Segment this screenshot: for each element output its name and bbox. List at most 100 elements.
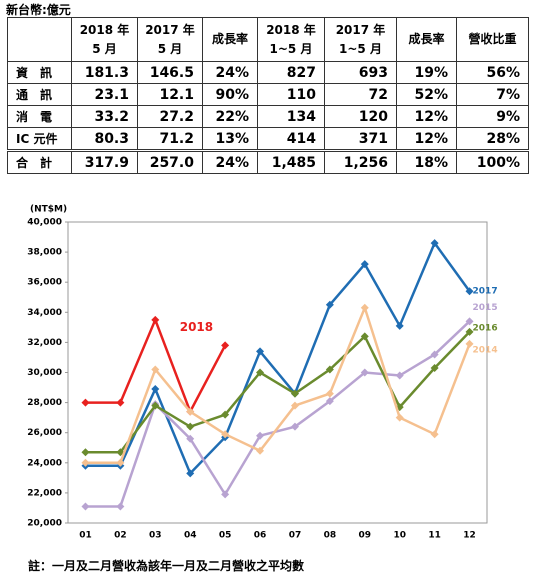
y-axis-label: (NT$M) bbox=[30, 205, 67, 215]
table-cell: 414 bbox=[257, 127, 325, 151]
table-cell: 100% bbox=[456, 149, 529, 174]
point bbox=[256, 368, 265, 377]
table-cell: 19% bbox=[396, 61, 457, 84]
table-row: 合 計 317.9 257.0 24% 1,485 1,256 18% 100% bbox=[7, 149, 529, 174]
table-row: 2018 年 5 月 2017 年 5 月成長率 2018 年 1~5 月 2017 … bbox=[7, 17, 529, 62]
table-cell: 56% bbox=[456, 61, 529, 84]
series-line bbox=[85, 304, 471, 465]
point bbox=[465, 317, 474, 326]
point bbox=[116, 458, 125, 467]
table-cell: 317.9 bbox=[71, 149, 138, 174]
point bbox=[81, 458, 90, 467]
table-cell: 12% bbox=[396, 105, 457, 128]
table-cell: 52% bbox=[396, 83, 457, 106]
point bbox=[81, 502, 90, 511]
table-cell: 24% bbox=[202, 61, 258, 84]
point bbox=[221, 430, 230, 439]
point bbox=[290, 422, 299, 431]
table-cell: 2018 年 5 月 bbox=[71, 17, 138, 62]
point bbox=[290, 401, 299, 410]
y-tick-label: 34,000 bbox=[27, 308, 62, 318]
x-tick-label: 01 bbox=[79, 531, 92, 541]
point bbox=[325, 389, 334, 398]
table-cell: 12% bbox=[396, 127, 457, 151]
point bbox=[151, 385, 160, 394]
point bbox=[395, 413, 404, 422]
y-tick-label: 40,000 bbox=[27, 218, 62, 228]
table-cell: 消 電 bbox=[7, 105, 72, 128]
table-cell: 營收比重 bbox=[456, 17, 529, 62]
point bbox=[325, 397, 334, 406]
x-tick-label: 11 bbox=[428, 531, 441, 541]
series-line bbox=[85, 240, 471, 476]
y-tick-label: 36,000 bbox=[27, 278, 62, 288]
chart: (NT$M) 20,000 22,000 24,000 26,000 28,000 30,… bbox=[27, 205, 498, 541]
point bbox=[186, 469, 195, 478]
y-tick-label: 28,000 bbox=[27, 398, 62, 408]
table-cell: 27.2 bbox=[137, 105, 203, 128]
table-cell: 9% bbox=[456, 105, 529, 128]
table-cell: 693 bbox=[324, 61, 397, 84]
table-cell: 24% bbox=[202, 149, 258, 174]
table-cell: 110 bbox=[257, 83, 325, 106]
point bbox=[81, 398, 90, 407]
table-cell bbox=[7, 17, 72, 62]
point bbox=[360, 332, 369, 341]
series-label: 2017 bbox=[473, 287, 498, 297]
point bbox=[430, 239, 439, 248]
point bbox=[395, 371, 404, 380]
point bbox=[151, 401, 160, 410]
table-cell: 1,485 bbox=[257, 149, 325, 174]
point bbox=[256, 446, 265, 455]
table-cell: 71.2 bbox=[137, 127, 203, 151]
x-tick-label: 09 bbox=[359, 531, 372, 541]
point bbox=[465, 327, 474, 336]
table-cell: 827 bbox=[257, 61, 325, 84]
point bbox=[186, 422, 195, 431]
table-cell: 2018 年 1~5 月 bbox=[257, 17, 325, 62]
point bbox=[221, 410, 230, 419]
point bbox=[186, 407, 195, 416]
point bbox=[325, 300, 334, 309]
y-tick-label: 20,000 bbox=[27, 519, 62, 529]
series-label: 2016 bbox=[473, 323, 498, 333]
table-cell: 371 bbox=[324, 127, 397, 151]
table-cell: 28% bbox=[456, 127, 529, 151]
table-cell: 12.1 bbox=[137, 83, 203, 106]
table-cell: 72 bbox=[324, 83, 397, 106]
series-label: 2014 bbox=[473, 345, 498, 355]
table-cell: 資 訊 bbox=[7, 61, 72, 84]
x-tick-label: 04 bbox=[184, 531, 197, 541]
point bbox=[430, 430, 439, 439]
point bbox=[116, 502, 125, 511]
point bbox=[360, 303, 369, 312]
point bbox=[221, 490, 230, 499]
table-cell: 1,256 bbox=[324, 149, 397, 174]
table-cell: 134 bbox=[257, 105, 325, 128]
table-cell: 23.1 bbox=[71, 83, 138, 106]
point bbox=[360, 368, 369, 377]
y-tick-label: 30,000 bbox=[27, 368, 62, 378]
note: 註：一月及二月營收為該年一月及二月營收之平均數 bbox=[28, 559, 305, 573]
table-cell: 通 訊 bbox=[7, 83, 72, 106]
table-cell: 80.3 bbox=[71, 127, 138, 151]
table-cell: 13% bbox=[202, 127, 258, 151]
x-tick-label: 06 bbox=[254, 531, 267, 541]
table-cell: 成長率 bbox=[202, 17, 258, 62]
point bbox=[256, 431, 265, 440]
point bbox=[465, 287, 474, 296]
y-tick-label: 38,000 bbox=[27, 248, 62, 258]
series-label: 2015 bbox=[473, 303, 498, 313]
table-cell: 成長率 bbox=[396, 17, 457, 62]
point bbox=[395, 321, 404, 330]
point bbox=[186, 434, 195, 443]
table-cell: 90% bbox=[202, 83, 258, 106]
x-tick-label: 12 bbox=[463, 531, 476, 541]
point bbox=[325, 365, 334, 374]
point bbox=[81, 448, 90, 457]
point bbox=[116, 398, 125, 407]
point bbox=[430, 363, 439, 372]
table-cell: 120 bbox=[324, 105, 397, 128]
x-tick-label: 02 bbox=[114, 531, 127, 541]
table-cell: 2017 年 1~5 月 bbox=[324, 17, 397, 62]
